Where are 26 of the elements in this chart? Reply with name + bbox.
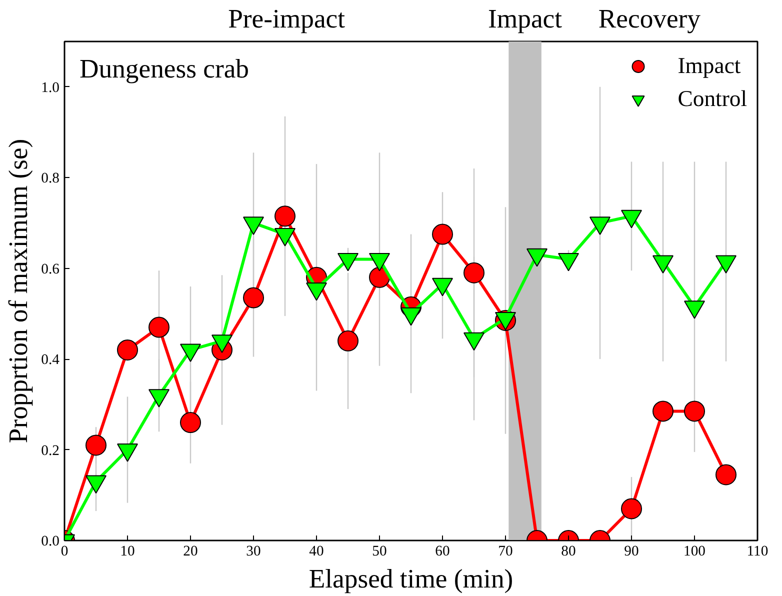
x-tick-label: 20: [183, 544, 198, 560]
y-tick-label: 0.6: [41, 261, 60, 278]
legend-label: Control: [678, 86, 747, 112]
text: Dungeness crab: [80, 54, 250, 84]
x-tick-label: 30: [246, 544, 261, 560]
x-tick-label: 10: [120, 544, 135, 560]
y-tick-label: 0.0: [41, 534, 60, 550]
y-tick-label: 0.2: [41, 442, 60, 459]
y-axis-title: Propprtion of maximum (se): [3, 138, 34, 444]
text: Recovery: [598, 4, 702, 34]
band-label: Impact: [488, 4, 563, 34]
y-tick-label: 0.4: [41, 352, 60, 368]
text: Pre-impact: [228, 4, 346, 34]
x-tick-label: 90: [624, 544, 639, 560]
x-tick-label: 40: [309, 544, 324, 560]
x-tick-label: 100: [684, 544, 706, 560]
x-tick-label: 50: [372, 544, 387, 560]
x-tick-label: 60: [435, 544, 450, 560]
y-tick-label: 0.8: [41, 170, 60, 187]
x-tick-label: 70: [498, 544, 513, 560]
x-tick-label: 110: [746, 544, 768, 560]
x-axis-title: Elapsed time (min): [308, 564, 514, 594]
x-tick-label: 80: [561, 544, 576, 560]
legend-label: Impact: [678, 53, 741, 79]
y-tick-label: 1.0: [41, 80, 60, 96]
x-tick-label: 0: [60, 544, 68, 560]
